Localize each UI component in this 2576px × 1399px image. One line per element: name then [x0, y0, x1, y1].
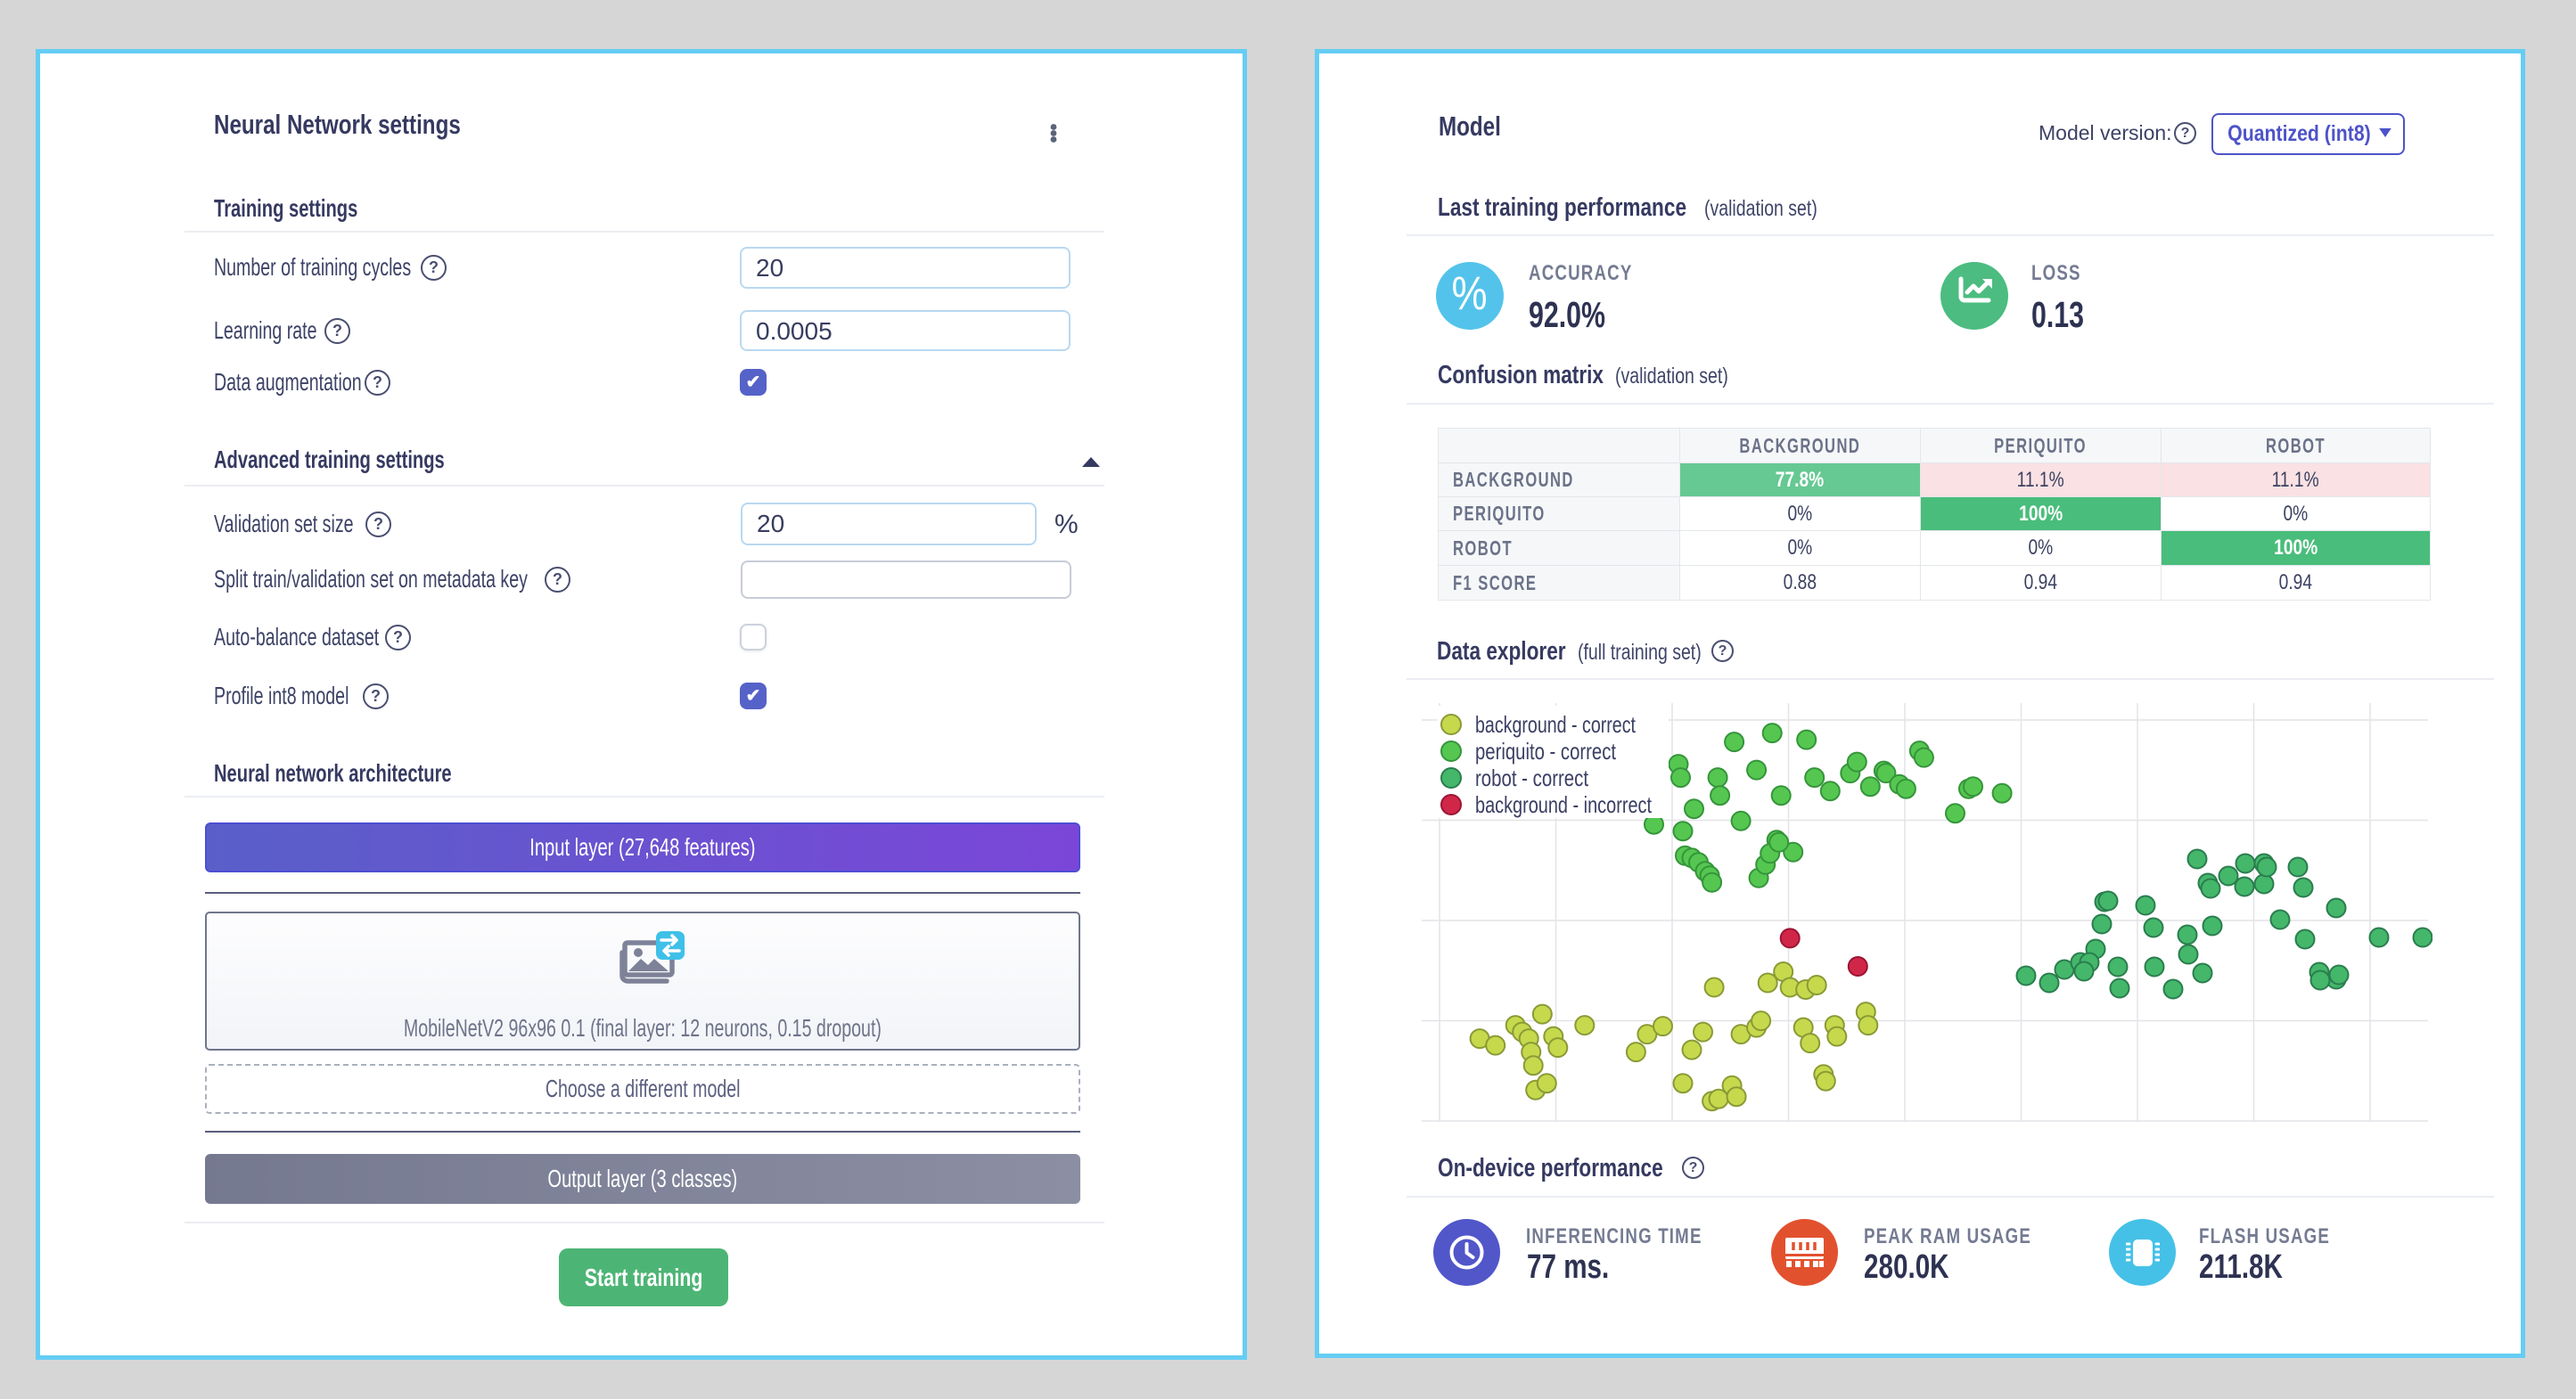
svg-text:background - correct: background - correct — [1475, 711, 1637, 738]
svg-text:periquito - correct: periquito - correct — [1475, 738, 1617, 765]
svg-text:background - incorrect: background - incorrect — [1475, 791, 1653, 818]
svg-text:robot - correct: robot - correct — [1475, 765, 1589, 791]
